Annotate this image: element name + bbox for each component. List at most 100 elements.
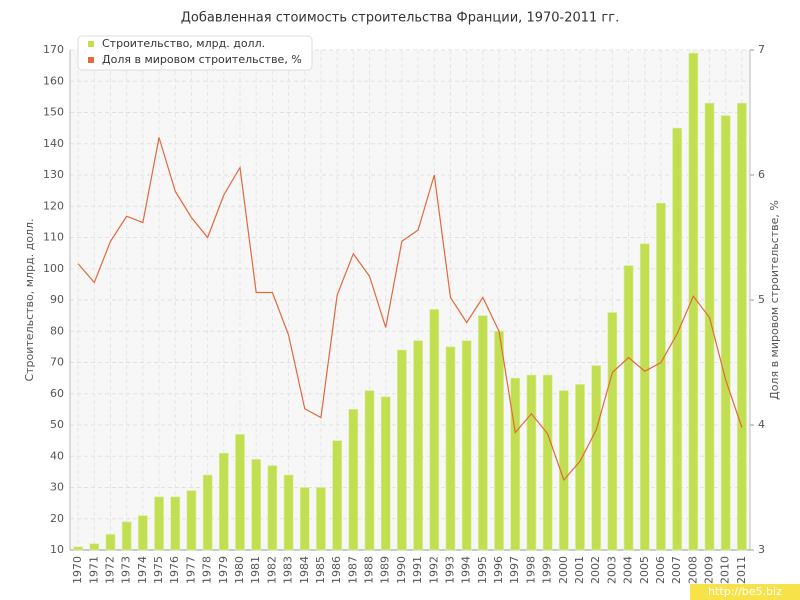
bar [332,440,342,551]
x-tick-label: 1974 [136,556,149,584]
y-tick-label: 150 [43,106,64,119]
x-tick-label: 1977 [184,556,197,584]
x-tick-label: 2003 [605,556,618,584]
bar [639,243,650,551]
y-tick-label: 130 [43,168,64,181]
bar [235,434,245,551]
bar [202,474,213,551]
x-tick-label: 2008 [686,556,699,584]
bar [283,474,294,551]
y2-tick-label: 3 [758,543,765,556]
y-tick-label: 60 [50,387,64,400]
y-tick-label: 160 [43,74,64,87]
bar [380,396,391,551]
bar [251,459,262,551]
x-tick-label: 1997 [508,556,521,584]
bar [494,330,504,551]
bar [316,487,326,551]
bar [461,340,472,551]
bar [591,365,602,551]
bar [413,340,423,551]
bar [154,496,164,551]
x-tick-label: 1984 [298,556,311,584]
y-axis-label: Строительство, млрд. долл. [23,218,36,381]
bar [105,534,116,551]
bar [737,102,747,551]
x-tick-label: 1973 [120,556,133,584]
x-tick-label: 2007 [670,556,683,584]
x-tick-label: 2005 [638,556,651,584]
x-tick-label: 1998 [524,556,537,584]
x-tick-label: 2009 [703,556,716,584]
x-tick-label: 1976 [168,556,181,584]
legend-swatch [88,57,94,63]
legend-swatch [88,41,94,47]
bar [720,115,731,551]
x-tick-label: 1981 [249,556,262,584]
y-tick-label: 100 [43,262,64,275]
y-tick-label: 110 [43,231,64,244]
bar [218,452,229,551]
bar [397,349,407,551]
bar [526,374,537,551]
bar [510,377,521,551]
y-tick-label: 70 [50,356,64,369]
x-tick-label: 1986 [330,556,343,584]
y-tick-label: 170 [43,43,64,56]
x-tick-label: 1988 [363,556,376,584]
y-tick-label: 50 [50,418,64,431]
bar [542,374,553,551]
y-tick-label: 10 [50,543,64,556]
x-tick-label: 1985 [314,556,327,584]
x-tick-label: 1983 [282,556,295,584]
bar [89,543,100,551]
bar [138,515,148,551]
bar [170,496,181,551]
bar [348,409,359,551]
bar [623,265,634,551]
x-tick-label: 1982 [265,556,278,584]
x-tick-label: 2006 [654,556,667,584]
x-tick-label: 2010 [719,556,732,584]
bar [704,102,715,551]
y2-tick-label: 5 [758,293,765,306]
y-tick-label: 20 [50,512,64,525]
y-tick-label: 30 [50,481,64,494]
x-tick-label: 1990 [395,556,408,584]
x-tick-label: 1987 [346,556,359,584]
x-tick-label: 1999 [541,556,554,584]
x-tick-label: 1991 [411,556,424,584]
legend-label: Строительство, млрд. долл. [102,37,265,50]
y-tick-label: 80 [50,324,64,337]
x-tick-label: 2000 [557,556,570,584]
y2-tick-label: 4 [758,418,765,431]
y2-tick-label: 6 [758,168,765,181]
watermark-bg [690,584,800,600]
bar [688,52,699,551]
x-tick-label: 2004 [622,556,635,584]
y-tick-label: 90 [50,293,64,306]
bar [445,346,456,551]
x-tick-label: 1989 [379,556,392,584]
bar [478,315,488,551]
bar [607,312,618,551]
x-tick-label: 2001 [573,556,586,584]
x-tick-label: 1996 [492,556,505,584]
y2-axis-label: Доля в мировом строительстве, % [768,200,781,400]
bar [575,384,585,551]
bar [672,127,682,551]
bar [558,390,569,551]
x-tick-label: 1994 [460,556,473,584]
bar [299,487,310,551]
watermark: http://be5.biz [708,585,782,598]
legend: Строительство, млрд. долл. Доля в мировом… [77,35,313,71]
x-tick-label: 1972 [103,556,116,584]
x-tick-label: 1992 [427,556,440,584]
bar [73,546,83,551]
x-tick-label: 1993 [443,556,456,584]
y2-tick-label: 7 [758,43,765,56]
bar [267,465,278,551]
bar [121,521,132,551]
legend-label: Доля в мировом строительстве, % [102,53,302,66]
bar [429,309,440,551]
